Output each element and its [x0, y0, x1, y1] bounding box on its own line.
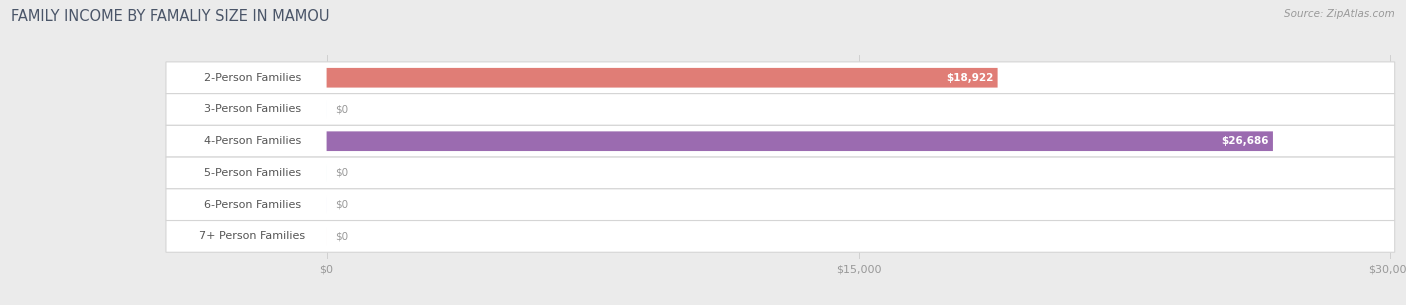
FancyBboxPatch shape [166, 125, 1395, 157]
Text: $0: $0 [335, 168, 349, 178]
Text: 4-Person Families: 4-Person Families [204, 136, 301, 146]
Text: $0: $0 [335, 105, 349, 114]
FancyBboxPatch shape [326, 68, 998, 88]
Text: $18,922: $18,922 [946, 73, 994, 83]
FancyBboxPatch shape [166, 62, 1395, 94]
Text: 2-Person Families: 2-Person Families [204, 73, 301, 83]
Text: Source: ZipAtlas.com: Source: ZipAtlas.com [1284, 9, 1395, 19]
Text: 5-Person Families: 5-Person Families [204, 168, 301, 178]
Text: 6-Person Families: 6-Person Families [204, 200, 301, 210]
FancyBboxPatch shape [166, 94, 1395, 125]
FancyBboxPatch shape [166, 157, 1395, 189]
Text: $0: $0 [335, 231, 349, 241]
FancyBboxPatch shape [326, 131, 1272, 151]
Text: 3-Person Families: 3-Person Families [204, 105, 301, 114]
Text: $0: $0 [335, 200, 349, 210]
FancyBboxPatch shape [166, 221, 1395, 252]
Text: 7+ Person Families: 7+ Person Families [200, 231, 305, 241]
FancyBboxPatch shape [166, 189, 1395, 221]
Text: FAMILY INCOME BY FAMALIY SIZE IN MAMOU: FAMILY INCOME BY FAMALIY SIZE IN MAMOU [11, 9, 330, 24]
Text: $26,686: $26,686 [1222, 136, 1268, 146]
